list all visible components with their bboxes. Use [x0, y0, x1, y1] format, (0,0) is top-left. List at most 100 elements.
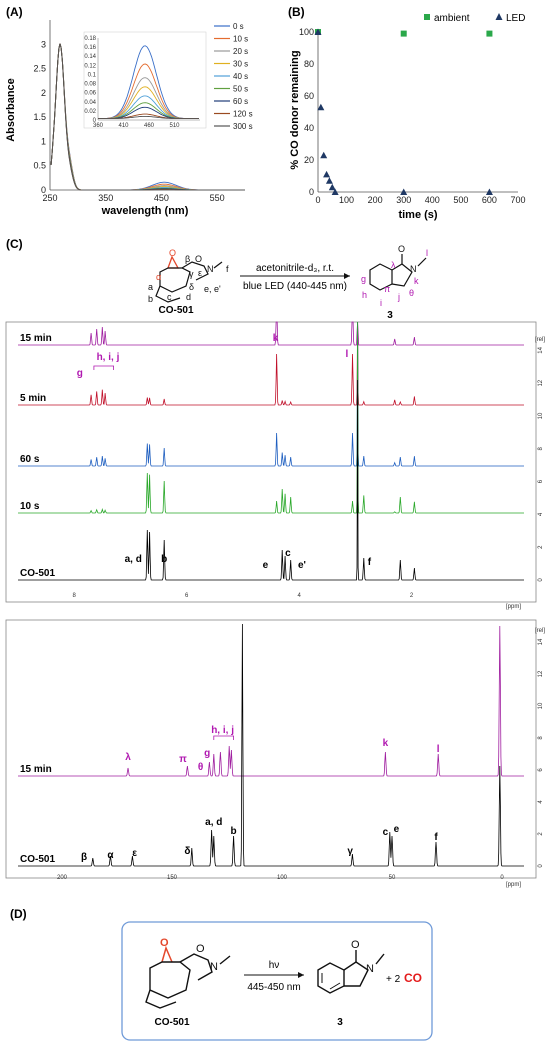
panel-a-legend-label-3: 30 s [233, 60, 248, 69]
panel-b-point-LED-2 [320, 151, 328, 159]
nmr-1h-ytick-6: 12 [538, 379, 544, 386]
nmr-13c-annotation-6: l [437, 744, 440, 755]
product-methyl [417, 257, 427, 267]
nmr-13c-frame [5, 619, 537, 879]
nmr-13c-annotation-10: δ [184, 846, 190, 857]
nmr-1h-annotation-5: b [161, 554, 167, 565]
d-arrowhead [298, 972, 304, 978]
panel-a-curves [50, 43, 245, 191]
d-ring [149, 961, 191, 999]
product-o-label: O [398, 244, 405, 254]
scheme-atom-label-14: g [361, 274, 366, 284]
panel-a-legend: 0 s 10 s 20 s 30 s 40 s 50 s 60 s 120 s 300 s [214, 22, 253, 131]
nmr-1h-trace-label-0: 15 min [20, 333, 52, 344]
d-coef: + 2 [386, 974, 401, 985]
inset-ytick-0: 0 [93, 118, 97, 124]
d-product-n: N [366, 963, 374, 975]
nmr-13c-annotation-13: γ [347, 846, 353, 857]
nmr-1h-annotation-0: g [77, 368, 83, 379]
inset-ytick-7: 0.14 [84, 54, 96, 60]
co501-imide-o: O [195, 254, 202, 264]
nmr-13c-annotation-0: λ [125, 752, 131, 763]
product-3-structure: O N [369, 244, 427, 291]
panel-a-xtick-0: 250 [42, 193, 57, 203]
nmr-1h-xtick-2: 4 [297, 593, 301, 599]
nmr-13c-annotation-11: a, d [205, 817, 222, 828]
nmr-1h-trace-label-3: 10 s [20, 501, 40, 512]
nmr-13c-annotation-4: h, i, j [211, 725, 234, 736]
panel-a-legend-label-2: 20 s [233, 47, 248, 56]
nmr-1h-frame [5, 321, 537, 603]
nmr-1h-traces [18, 321, 524, 581]
scheme-atom-label-15: h [362, 290, 367, 300]
co501-diene [155, 285, 181, 303]
panel-b-legend-label-ambient: ambient [434, 13, 470, 24]
panel-b-xtick-7: 700 [510, 195, 525, 205]
inset-xtick-1: 410 [118, 123, 129, 129]
d-imide [179, 953, 213, 981]
inset-curve-300s [98, 115, 199, 120]
inset-ytick-3: 0.06 [84, 91, 96, 97]
inset-ytick-2: 0.04 [84, 100, 96, 106]
d-wavelength: 445-450 nm [247, 982, 300, 993]
panel-a-ylabel: Absorbance [5, 78, 17, 142]
nmr-1h-trace-2 [18, 321, 524, 467]
scheme-atom-label-3: δ [189, 282, 194, 292]
scheme-atom-label-1: β [185, 254, 190, 264]
nmr-13c-xtick-4: 0 [500, 875, 504, 881]
panel-b-ytick-4: 80 [304, 59, 314, 69]
nmr-13c-trace-label-1: CO-501 [20, 854, 55, 865]
nmr-13c-panel: 0 2 4 6 8 10 12 14 [rel] 200 150 100 50 0 [ppm] 15 … [5, 619, 545, 888]
nmr-13c-xtick-2: 100 [277, 875, 288, 881]
nmr-1h-trace-1 [18, 321, 524, 406]
panel-a-ytick-2: 1 [41, 136, 46, 146]
product-name: 3 [387, 310, 393, 321]
nmr-13c-ytick-6: 12 [538, 670, 544, 677]
scheme-atom-label-19: l [426, 248, 428, 258]
co501-imide [181, 261, 209, 281]
panel-a-ytick-6: 3 [41, 39, 46, 49]
product-n-label: N [410, 264, 417, 274]
nmr-1h-annotation-2: k [273, 333, 279, 344]
d-reactant-name: CO-501 [154, 1017, 189, 1028]
scheme-atom-label-2: γ [189, 269, 194, 279]
panel-a-inset-y-ticks: 0 0.02 0.04 0.06 0.08 0.1 0.12 0.14 0.16 0.18 [84, 36, 96, 124]
panel-a-inset-frame [83, 31, 207, 129]
nmr-13c-xtick-0: 200 [57, 875, 68, 881]
nmr-1h-trace-4 [18, 379, 524, 581]
scheme-atom-label-17: j [397, 292, 400, 302]
inset-xtick-2: 460 [144, 123, 155, 129]
panel-a-ytick-5: 2.5 [33, 64, 46, 74]
scheme-atom-label-7: c [167, 292, 172, 302]
d-o-red: O [160, 937, 169, 949]
nmr-1h-annotation-9: f [368, 557, 372, 568]
panel-b-ylabel: % CO donor remaining [289, 50, 301, 169]
nmr-13c-hij-bracket [213, 735, 234, 740]
d-co: CO [404, 971, 422, 985]
panel-b-ytick-5: 100 [299, 27, 314, 37]
nmr-13c-xtick-3: 50 [389, 875, 396, 881]
panel-d: (D) O O N CO-501 hν 445-450 nm O N [10, 907, 433, 1041]
panel-b-point-LED-0 [314, 28, 322, 35]
nmr-13c-annotation-5: k [383, 738, 389, 749]
scheme-atom-label-16: i [380, 298, 382, 308]
nmr-13c-ytick-5: 10 [538, 702, 544, 709]
panel-a-legend-label-5: 50 s [233, 85, 248, 94]
panel-a-inset-curves [97, 38, 200, 121]
d-product-methyl [375, 953, 385, 965]
panel-a: (A) Absorbance wavelength (nm) 0 0.5 1 1.5 2… [5, 5, 253, 217]
inset-xtick-3: 510 [169, 123, 180, 129]
nmr-13c-annotation-9: ε [132, 848, 137, 859]
nmr-13c-ytick-2: 4 [538, 800, 544, 804]
inset-ytick-6: 0.12 [84, 63, 96, 69]
d-methyl [219, 955, 231, 965]
nmr-1h-hij-bracket [93, 365, 114, 370]
nmr-1h-ytick-3: 6 [538, 479, 544, 483]
d-product-name: 3 [337, 1017, 343, 1028]
nmr-1h-annotation-7: c [285, 548, 291, 559]
nmr-13c-annotation-2: θ [198, 762, 203, 773]
co501-n-label: N [207, 264, 214, 274]
panel-b-legend: ambient LED [424, 13, 525, 24]
nmr-13c-traces [18, 623, 524, 867]
d-co501-structure: O O N [145, 937, 231, 1009]
